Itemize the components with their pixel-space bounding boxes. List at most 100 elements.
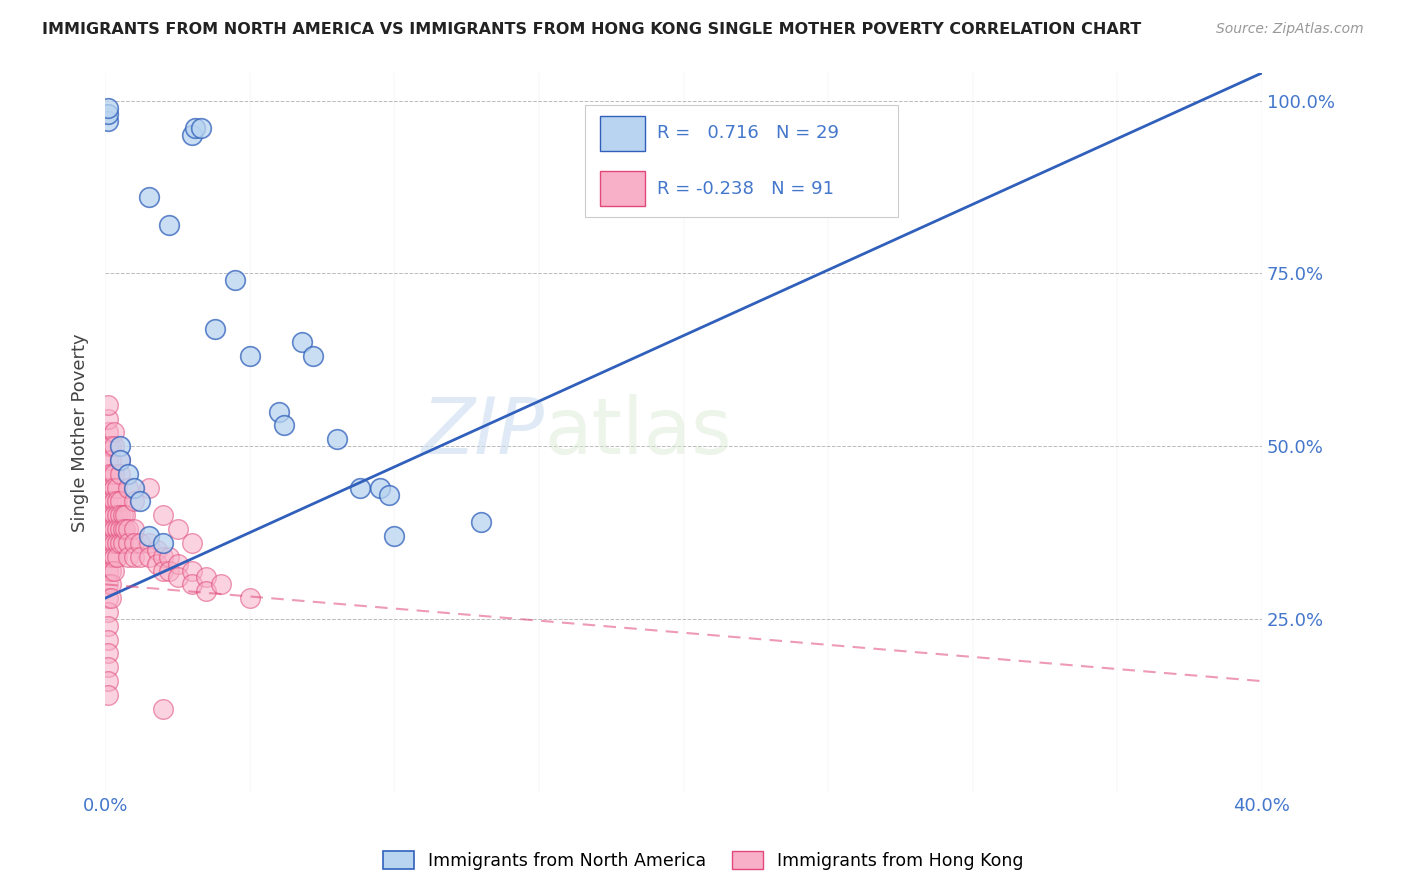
Point <box>368 481 391 495</box>
Legend: Immigrants from North America, Immigrants from Hong Kong: Immigrants from North America, Immigrant… <box>374 843 1032 879</box>
Point <box>349 481 371 495</box>
Point <box>97 101 120 115</box>
Point <box>97 107 120 121</box>
Point <box>103 536 125 550</box>
Point <box>117 536 139 550</box>
Point <box>129 494 152 508</box>
Point <box>105 494 128 508</box>
Point <box>166 522 188 536</box>
Point <box>108 467 131 481</box>
Point <box>152 702 174 716</box>
Point <box>111 508 134 523</box>
Point <box>97 425 120 440</box>
Point <box>100 564 122 578</box>
Point <box>114 522 136 536</box>
Point <box>105 549 128 564</box>
FancyBboxPatch shape <box>600 116 645 151</box>
Point <box>138 529 160 543</box>
Point <box>100 591 122 606</box>
Point <box>108 536 131 550</box>
Point <box>97 674 120 689</box>
Point <box>239 591 262 606</box>
Point <box>152 508 174 523</box>
Point <box>122 481 145 495</box>
Point <box>108 494 131 508</box>
Point <box>146 557 169 571</box>
Point <box>181 577 204 591</box>
Point <box>108 522 131 536</box>
Point <box>97 660 120 674</box>
Point <box>122 522 145 536</box>
Point <box>97 508 120 523</box>
Point <box>184 121 207 136</box>
Point <box>105 508 128 523</box>
Point <box>117 481 139 495</box>
Text: Source: ZipAtlas.com: Source: ZipAtlas.com <box>1216 22 1364 37</box>
Point <box>204 321 226 335</box>
Point <box>166 557 188 571</box>
Point <box>129 536 152 550</box>
Point <box>129 549 152 564</box>
Point <box>97 411 120 425</box>
Point <box>291 335 314 350</box>
Point <box>100 536 122 550</box>
Point <box>108 439 131 453</box>
Point <box>97 605 120 619</box>
Point <box>302 349 325 363</box>
Point <box>100 508 122 523</box>
Point <box>97 398 120 412</box>
Point <box>97 522 120 536</box>
Point <box>105 522 128 536</box>
Text: IMMIGRANTS FROM NORTH AMERICA VS IMMIGRANTS FROM HONG KONG SINGLE MOTHER POVERTY: IMMIGRANTS FROM NORTH AMERICA VS IMMIGRA… <box>42 22 1142 37</box>
Point <box>97 549 120 564</box>
Point <box>152 536 174 550</box>
Point <box>267 404 290 418</box>
FancyBboxPatch shape <box>600 171 645 206</box>
Point <box>181 564 204 578</box>
Point <box>100 481 122 495</box>
Point <box>157 218 180 232</box>
Point <box>108 508 131 523</box>
Point <box>122 549 145 564</box>
Point <box>108 453 131 467</box>
Point <box>181 128 204 143</box>
Point <box>114 508 136 523</box>
Point <box>97 481 120 495</box>
Point <box>97 494 120 508</box>
Point <box>117 467 139 481</box>
Point <box>157 549 180 564</box>
Point <box>97 536 120 550</box>
Point <box>384 529 406 543</box>
Point <box>146 542 169 557</box>
Point <box>325 432 347 446</box>
Point <box>239 349 262 363</box>
Point <box>138 536 160 550</box>
Point <box>97 577 120 591</box>
Point <box>97 114 120 128</box>
Point <box>105 481 128 495</box>
Point <box>377 487 399 501</box>
Text: R =   0.716   N = 29: R = 0.716 N = 29 <box>657 124 839 142</box>
Point <box>103 467 125 481</box>
Point <box>195 584 218 599</box>
Point <box>100 467 122 481</box>
Point <box>97 688 120 702</box>
Point <box>152 564 174 578</box>
Y-axis label: Single Mother Poverty: Single Mother Poverty <box>72 333 89 532</box>
Point <box>138 190 160 204</box>
Point <box>97 439 120 453</box>
Point <box>97 467 120 481</box>
Point <box>111 522 134 536</box>
Point <box>103 425 125 440</box>
FancyBboxPatch shape <box>585 105 897 217</box>
Point <box>138 481 160 495</box>
Text: ZIP: ZIP <box>422 394 544 470</box>
Point <box>111 536 134 550</box>
Point <box>103 564 125 578</box>
Point <box>97 619 120 633</box>
Point <box>97 632 120 647</box>
Point <box>273 418 295 433</box>
Text: atlas: atlas <box>544 394 733 470</box>
Point <box>97 647 120 661</box>
Point <box>100 494 122 508</box>
